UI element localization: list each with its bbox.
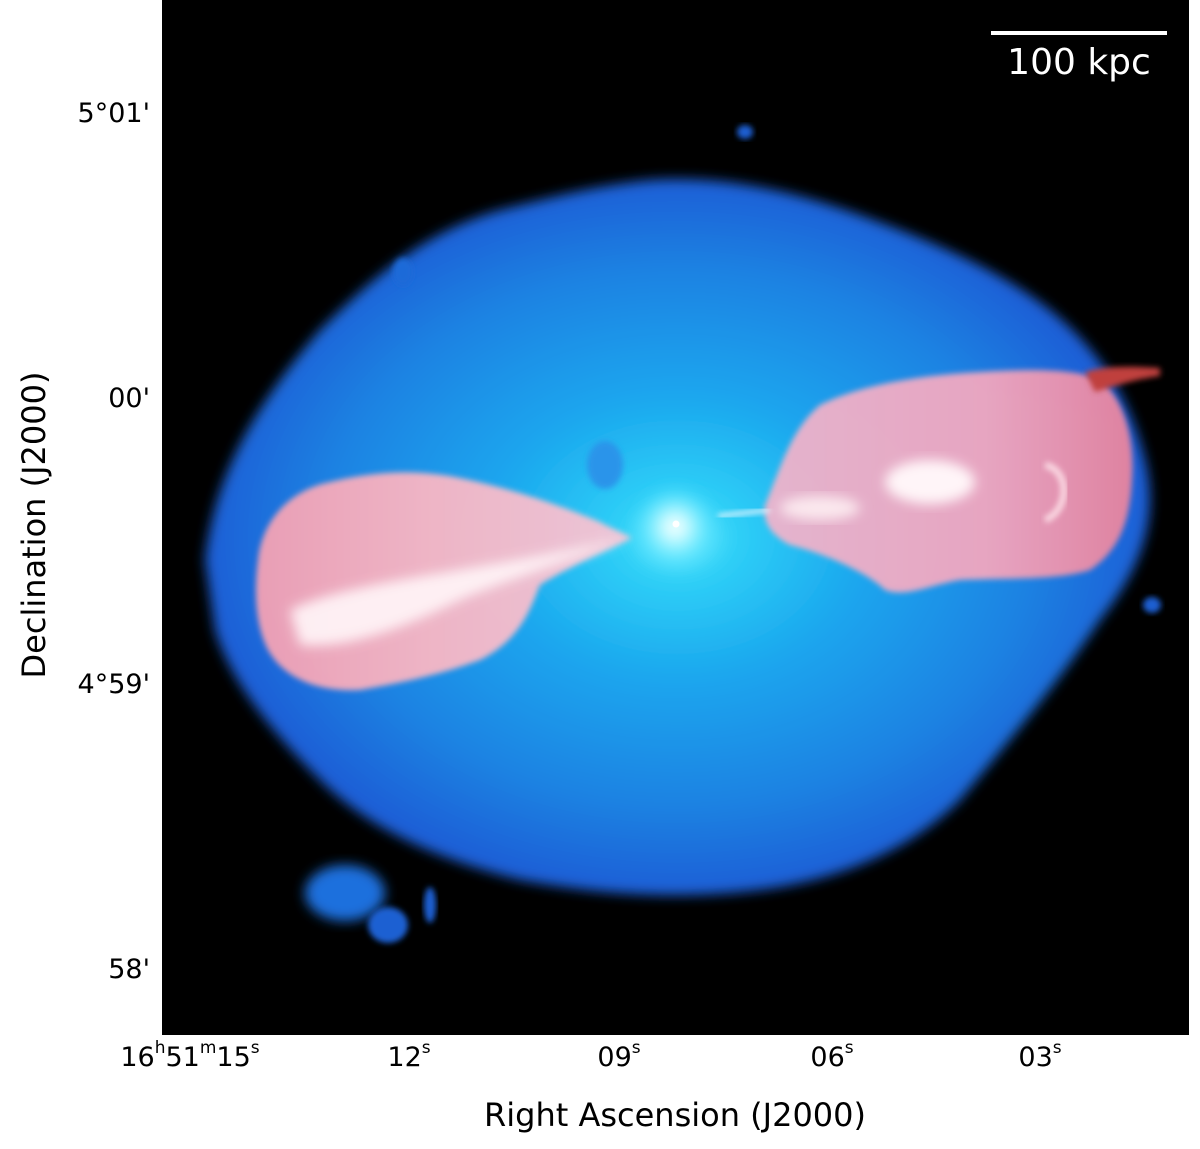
axes-frame [162, 0, 1189, 1035]
radio-hotspot-right [885, 460, 975, 504]
xray-blob [305, 865, 385, 921]
radio-arc-right [1043, 461, 1068, 524]
x-tick-label: 06s [810, 1038, 854, 1073]
y-axis-title: Declination (J2000) [15, 371, 53, 679]
y-tick-label: 58' [108, 954, 150, 985]
x-axis-title: Right Ascension (J2000) [484, 1096, 866, 1134]
xray-blob [424, 887, 436, 923]
axis-ticks [163, 0, 1188, 1034]
radio-hotspot-right [780, 496, 860, 520]
xray-blob [1143, 597, 1161, 613]
xray-blob [368, 907, 408, 943]
x-tick-label: 16h51m15s [120, 1038, 260, 1073]
xray-blob [737, 125, 753, 139]
x-tick-label: 12s [387, 1038, 431, 1073]
xray-blob [393, 258, 413, 286]
xray-blob [587, 441, 623, 489]
core-point [672, 520, 680, 528]
radio-tail-right [1085, 366, 1160, 392]
y-tick-label: 4°59' [77, 669, 150, 700]
radio-jet-left [290, 538, 628, 646]
x-tick-label: 03s [1018, 1038, 1062, 1073]
y-tick-label: 00' [108, 383, 150, 414]
y-tick-label: 5°01' [77, 98, 150, 129]
x-tick-label: 09s [597, 1038, 641, 1073]
radio-jet-right [717, 508, 771, 518]
scale-bar-label: 100 kpc [1007, 42, 1151, 83]
